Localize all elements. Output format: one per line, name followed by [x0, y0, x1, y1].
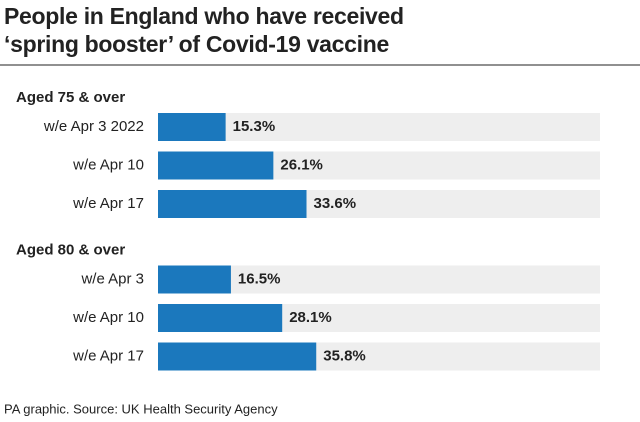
bar — [158, 342, 317, 371]
value-label: 33.6% — [314, 195, 357, 212]
category-label: w/e Apr 10 — [72, 156, 144, 173]
category-label: w/e Apr 3 2022 — [43, 118, 144, 135]
chart-title: People in England who have received — [4, 3, 404, 29]
chart-title: ‘spring booster’ of Covid-19 vaccine — [4, 31, 389, 57]
bar — [158, 265, 231, 294]
group-label: Aged 80 & over — [16, 241, 125, 258]
category-label: w/e Apr 10 — [72, 309, 144, 326]
value-label: 35.8% — [323, 347, 366, 364]
bar — [158, 304, 283, 332]
source: PA graphic. Source: UK Health Security A… — [4, 401, 278, 416]
bar — [158, 190, 307, 218]
bar-track — [158, 265, 600, 294]
category-label: w/e Apr 3 — [80, 270, 144, 287]
group-label: Aged 75 & over — [16, 89, 125, 106]
bar-track — [158, 113, 600, 141]
category-label: w/e Apr 17 — [72, 347, 144, 364]
value-label: 15.3% — [233, 118, 276, 135]
bar — [158, 113, 226, 141]
value-label: 28.1% — [289, 309, 332, 326]
value-label: 16.5% — [238, 270, 281, 287]
value-label: 26.1% — [280, 156, 323, 173]
bar — [158, 151, 274, 180]
category-label: w/e Apr 17 — [72, 195, 144, 212]
